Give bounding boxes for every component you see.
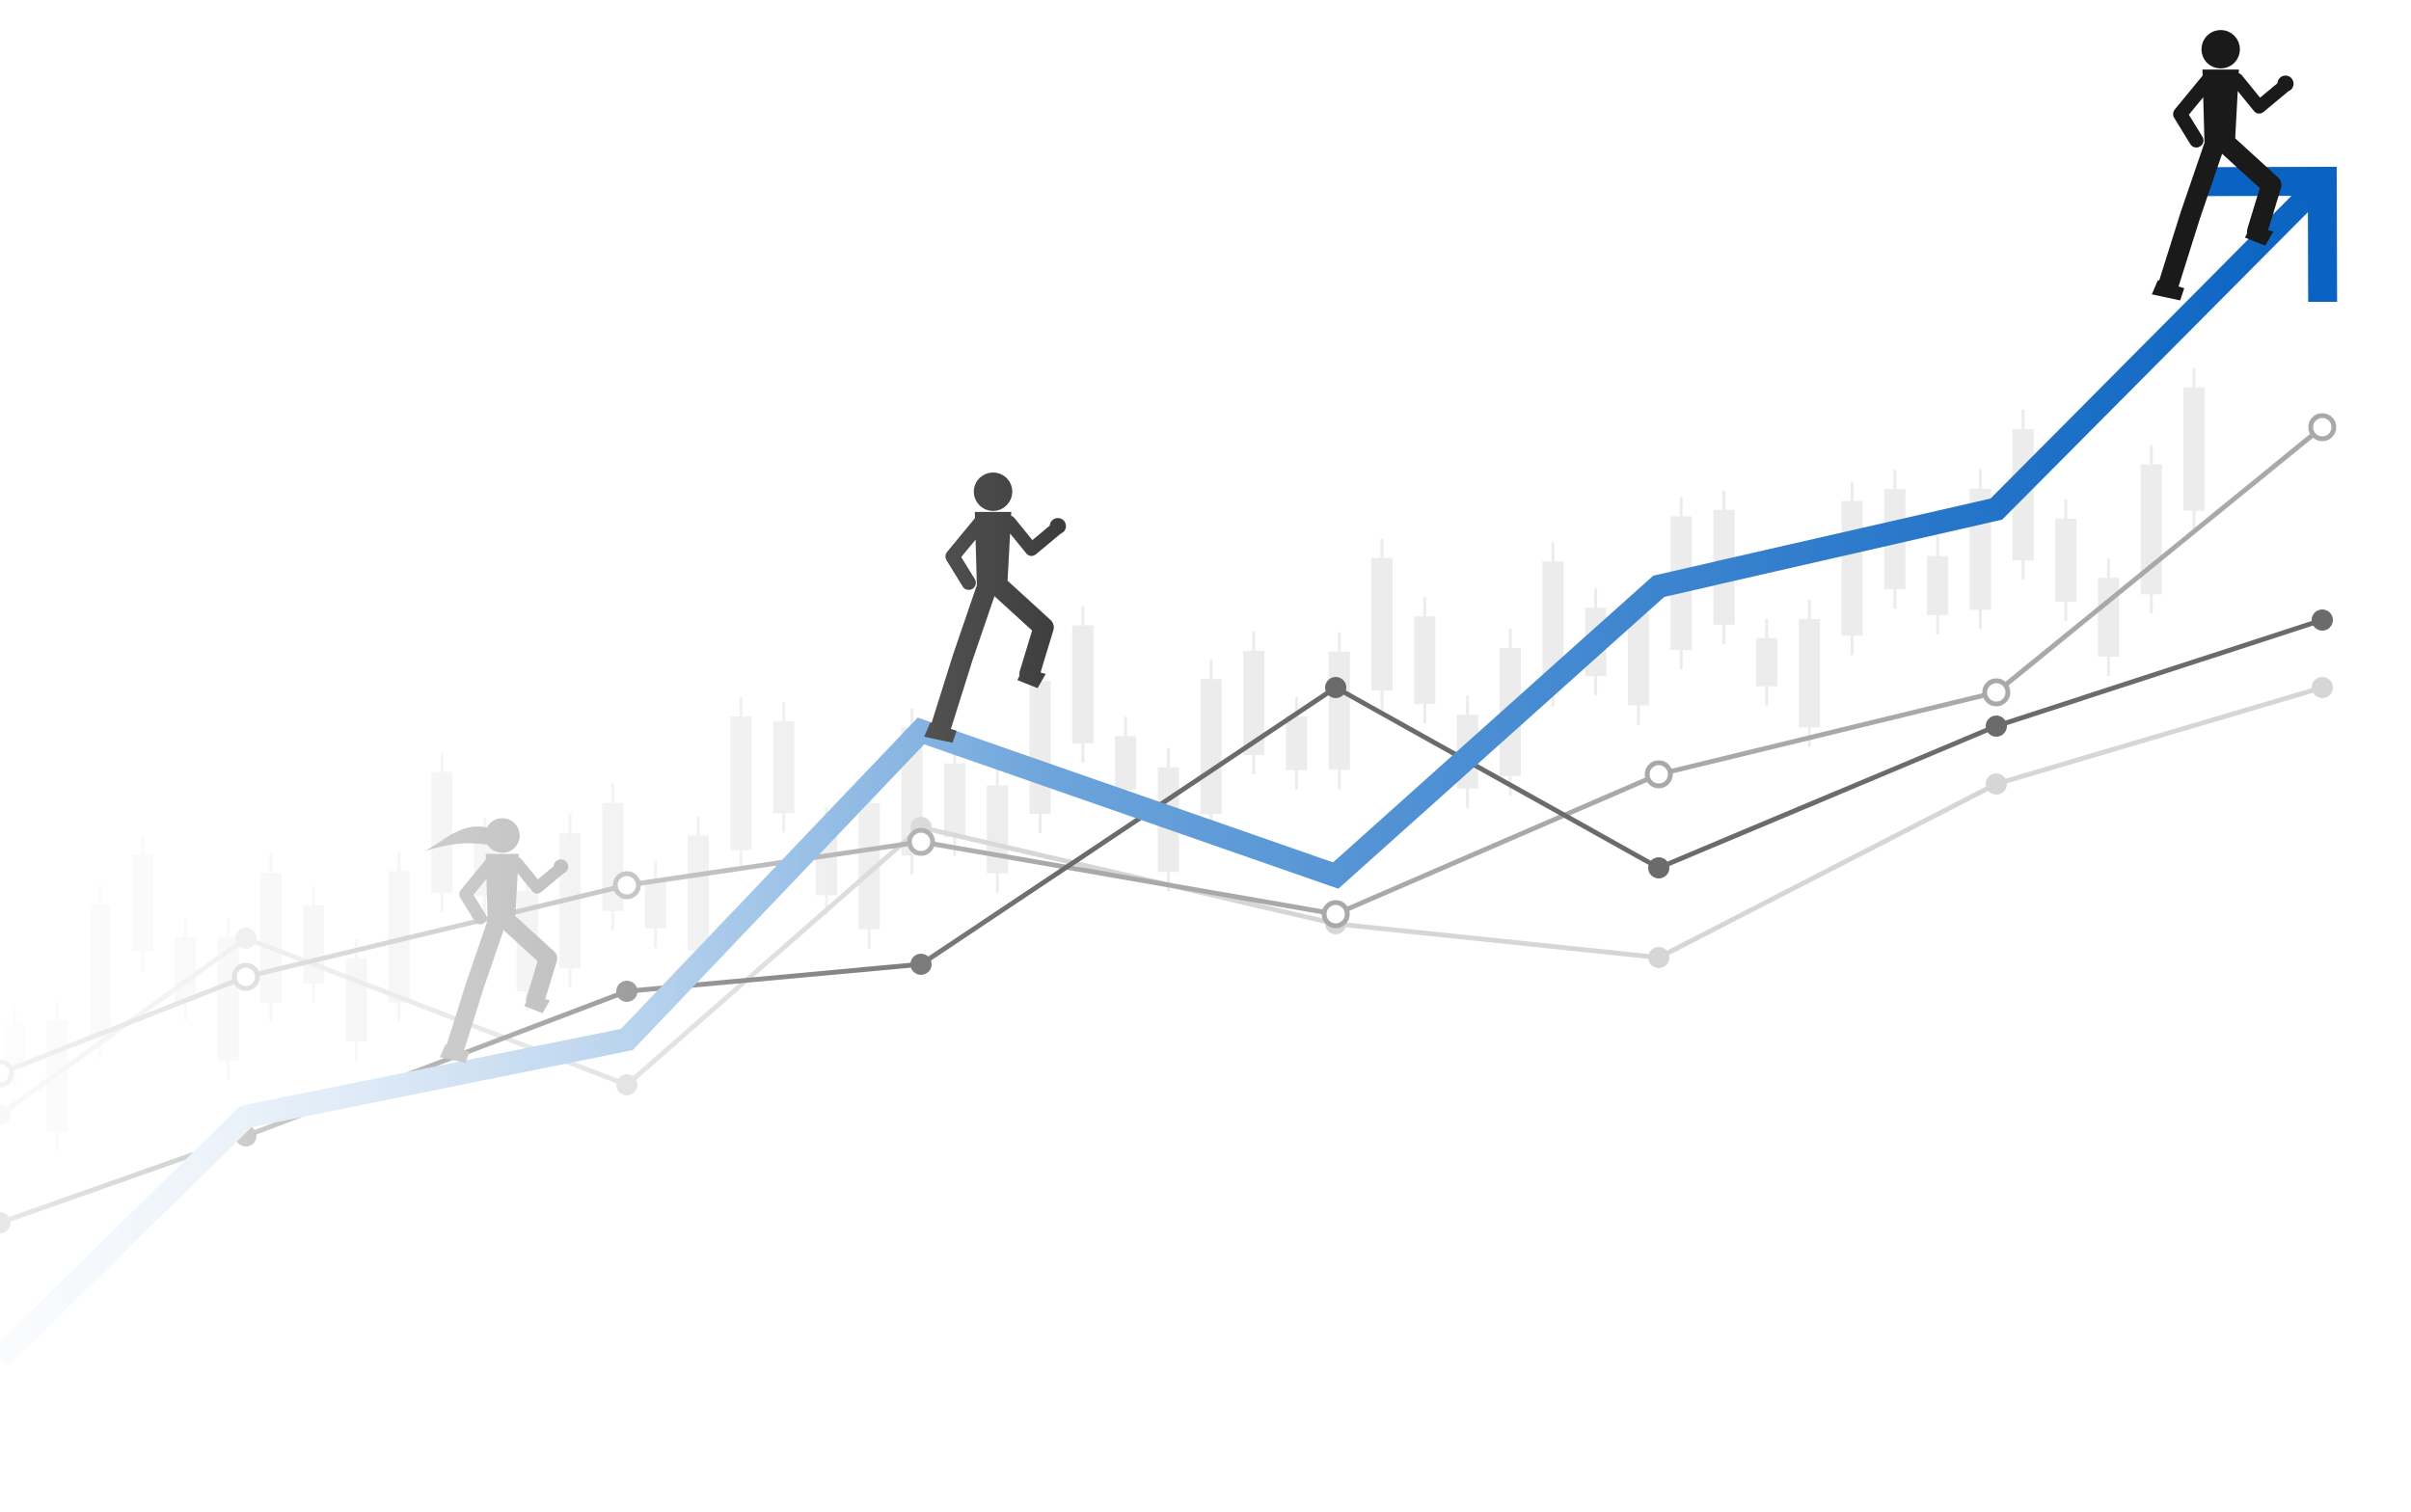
filled-data-point xyxy=(235,928,257,949)
filled-data-point xyxy=(2312,677,2333,698)
candlestick-body xyxy=(259,873,282,1003)
candlestick-body xyxy=(131,854,153,952)
runner-head xyxy=(2201,30,2240,69)
open-data-point xyxy=(0,1059,14,1088)
series-line-2 xyxy=(0,685,2323,1118)
filled-data-point xyxy=(1986,773,2007,795)
candlestick-body xyxy=(1115,736,1137,790)
candlestick-body xyxy=(730,716,752,850)
runner-shoe xyxy=(2152,280,2184,301)
candlestick-body xyxy=(303,904,325,985)
runner-leg xyxy=(2157,134,2225,297)
candlestick-body xyxy=(772,720,795,814)
candlestick-body xyxy=(1286,716,1308,770)
candlestick-body xyxy=(2098,578,2120,657)
candlestick-layer xyxy=(4,367,2205,1152)
filled-data-point xyxy=(2312,609,2333,631)
runner-leg xyxy=(2214,132,2282,242)
runner-arm xyxy=(2173,72,2216,148)
filled-data-point xyxy=(616,981,637,1002)
candlestick-body xyxy=(1627,612,1649,706)
runner-arm xyxy=(510,856,565,894)
runner-leg xyxy=(987,575,1054,685)
open-data-point xyxy=(907,827,935,856)
runner-shoe xyxy=(2244,225,2274,246)
filled-data-point xyxy=(616,1074,637,1095)
candlestick-body xyxy=(1755,637,1777,687)
candlestick-body xyxy=(1414,616,1436,704)
arrowhead xyxy=(2201,166,2338,303)
runner-fist xyxy=(2277,75,2294,93)
runner-head xyxy=(484,818,520,853)
runner-fist xyxy=(554,859,569,875)
runner-arm xyxy=(1002,515,1063,556)
candlestick-body xyxy=(89,904,111,1040)
candlestick-body xyxy=(175,936,197,1002)
candlestick-body xyxy=(1799,618,1821,728)
candlestick-body xyxy=(1542,561,1564,688)
open-data-point xyxy=(2308,413,2337,442)
filled-data-point xyxy=(910,954,932,975)
candlestick-body xyxy=(644,879,666,929)
candlestick-body xyxy=(943,763,965,837)
runner-head xyxy=(973,472,1013,511)
candlestick-body xyxy=(431,771,453,893)
open-data-point xyxy=(1644,760,1673,789)
runner-fist xyxy=(1049,518,1067,534)
filled-data-point xyxy=(1648,947,1669,968)
running-man-icon xyxy=(2152,30,2294,301)
candlestick-body xyxy=(1200,679,1222,815)
candlestick-body xyxy=(1371,557,1394,691)
open-data-point xyxy=(231,962,260,991)
candlestick-body xyxy=(1029,681,1051,815)
open-data-point xyxy=(1982,678,2011,707)
candlestick-body xyxy=(1243,650,1265,756)
candlestick-body xyxy=(1071,625,1094,743)
runner-leg xyxy=(930,577,997,740)
series-line-4 xyxy=(0,617,2323,1226)
candlestick-body xyxy=(1927,555,1949,615)
runner-arm xyxy=(2230,72,2290,114)
filled-data-point xyxy=(1986,716,2007,737)
candlestick-body xyxy=(1841,500,1863,636)
filled-data-point xyxy=(1325,677,1346,698)
candlestick-body xyxy=(2183,387,2205,511)
open-data-point xyxy=(612,871,641,900)
candlestick-body xyxy=(688,835,710,951)
open-data-point xyxy=(1321,900,1350,929)
candlestick-body xyxy=(1328,651,1350,770)
filled-data-point xyxy=(1648,857,1669,878)
filled-data-point xyxy=(0,1212,11,1233)
candlestick-body xyxy=(2055,519,2077,602)
candlestick-body xyxy=(987,785,1009,874)
runner-torso xyxy=(2202,69,2239,145)
candlestick-body xyxy=(345,958,367,1042)
